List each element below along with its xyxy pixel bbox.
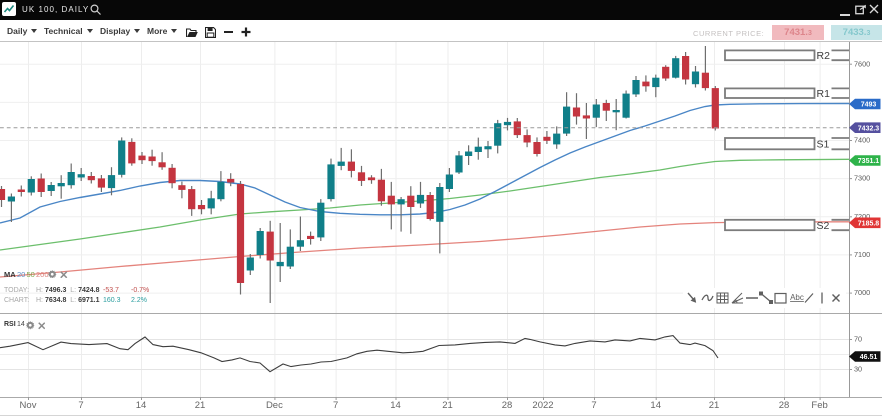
svg-text:46.51: 46.51 xyxy=(860,354,878,361)
svg-text:S2: S2 xyxy=(817,220,830,232)
svg-text:Feb: Feb xyxy=(811,400,827,411)
svg-text:28: 28 xyxy=(779,400,790,411)
svg-text:21: 21 xyxy=(195,400,206,411)
svg-text:7351.1: 7351.1 xyxy=(858,158,880,165)
svg-text:21: 21 xyxy=(709,400,720,411)
svg-text:30: 30 xyxy=(854,365,862,374)
svg-text:7400: 7400 xyxy=(854,136,870,145)
svg-text:7: 7 xyxy=(591,400,596,411)
svg-text:Dec: Dec xyxy=(266,400,283,411)
svg-text:7600: 7600 xyxy=(854,59,870,68)
svg-text:7300: 7300 xyxy=(854,174,870,183)
svg-text:2022: 2022 xyxy=(532,400,553,411)
svg-text:7200: 7200 xyxy=(854,212,870,221)
svg-text:7100: 7100 xyxy=(854,250,870,259)
svg-text:Nov: Nov xyxy=(20,400,37,411)
svg-text:28: 28 xyxy=(502,400,513,411)
svg-text:7: 7 xyxy=(78,400,83,411)
svg-text:R1: R1 xyxy=(817,88,831,100)
svg-text:7185.8: 7185.8 xyxy=(858,220,880,227)
svg-text:S1: S1 xyxy=(817,139,830,151)
svg-text:R2: R2 xyxy=(817,50,831,62)
svg-text:Abc: Abc xyxy=(790,293,804,302)
svg-text:7000: 7000 xyxy=(854,288,870,297)
svg-text:14: 14 xyxy=(390,400,401,411)
svg-text:21: 21 xyxy=(442,400,453,411)
svg-text:7432.3: 7432.3 xyxy=(858,125,880,132)
svg-text:7: 7 xyxy=(333,400,338,411)
svg-text:14: 14 xyxy=(650,400,661,411)
svg-text:70: 70 xyxy=(854,335,862,344)
svg-text:7493: 7493 xyxy=(861,102,877,109)
svg-text:14: 14 xyxy=(136,400,147,411)
